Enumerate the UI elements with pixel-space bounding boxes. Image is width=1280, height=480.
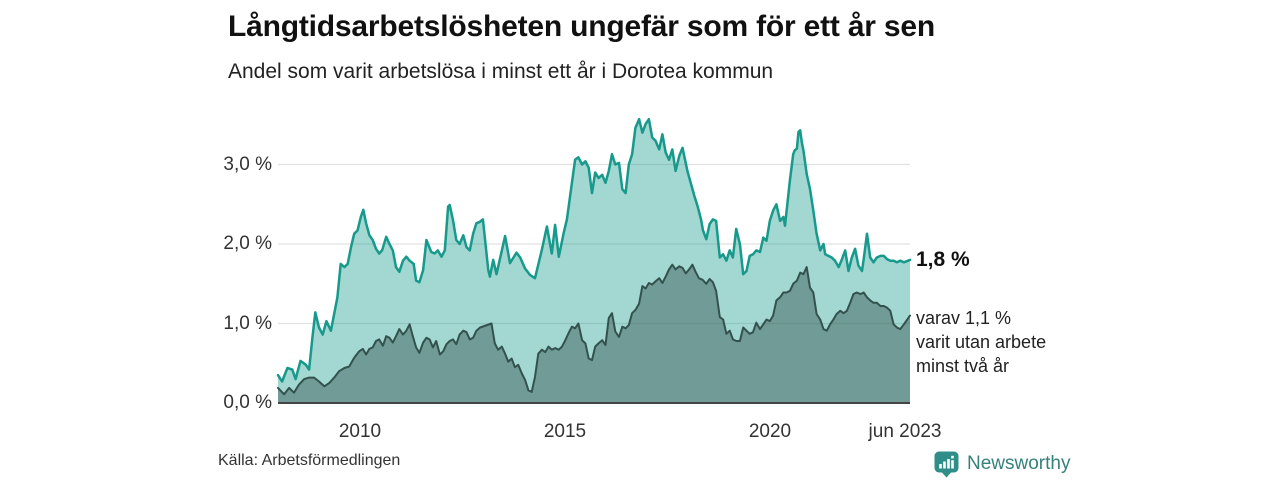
annotation-line: minst två år <box>916 356 1010 376</box>
page-title: Långtidsarbetslösheten ungefär som för e… <box>228 10 936 43</box>
source-attribution: Källa: Arbetsförmedlingen <box>218 452 401 469</box>
y-axis-tick-label: 2,0 % <box>223 233 272 254</box>
x-axis-tick-label: 2015 <box>543 421 587 442</box>
newsworthy-bubble-chart-icon <box>934 451 959 478</box>
series-area-two-year <box>278 264 910 403</box>
annotation-line: varav 1,1 % <box>916 308 1012 328</box>
series-end-label-two-year: varav 1,1 % varit utan arbete minst två … <box>916 306 1046 378</box>
y-axis-tick-label: 0,0 % <box>223 392 272 413</box>
y-axis-tick-label: 3,0 % <box>223 154 272 175</box>
newsworthy-wordmark: Newsworthy <box>967 453 1071 474</box>
series-line-two-year <box>277 263 911 396</box>
y-axis-tick-label: 1,0 % <box>223 313 272 334</box>
series-end-label-one-year: 1,8 % <box>916 248 970 271</box>
x-axis-tick-label: 2020 <box>748 421 792 442</box>
newsworthy-logo[interactable]: Newsworthy <box>934 450 1070 478</box>
x-axis-tick-label: 2010 <box>338 421 382 442</box>
chart-subtitle: Andel som varit arbetslösa i minst ett å… <box>228 60 774 83</box>
x-axis-tick-label: jun 2023 <box>868 421 942 442</box>
series-line-one-year <box>276 117 912 383</box>
annotation-line: varit utan arbete <box>916 332 1047 352</box>
